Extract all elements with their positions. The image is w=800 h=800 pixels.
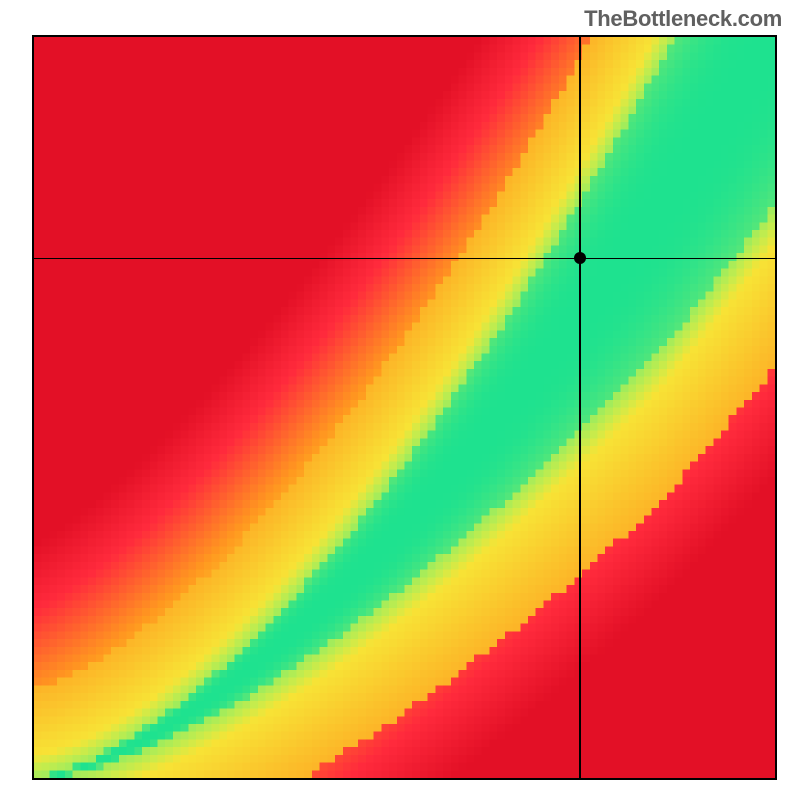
crosshair-horizontal xyxy=(34,258,775,259)
intersection-marker xyxy=(574,252,586,264)
bottleneck-heatmap xyxy=(32,35,777,780)
crosshair-vertical xyxy=(579,37,580,778)
heatmap-canvas xyxy=(34,37,775,778)
watermark-text: TheBottleneck.com xyxy=(584,6,782,32)
